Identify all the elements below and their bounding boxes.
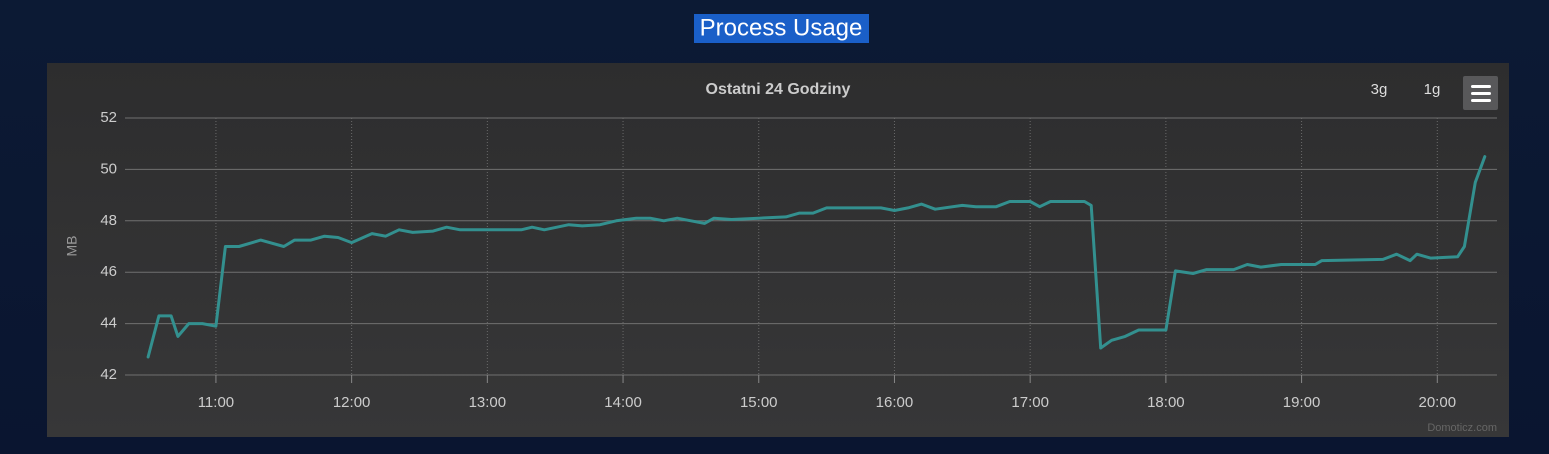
title-highlight (694, 14, 869, 43)
y-tick-label: 52 (100, 109, 117, 126)
x-tick-label: 17:00 (1011, 394, 1049, 411)
menu-bar[interactable] (1471, 99, 1491, 102)
y-tick-label: 48 (100, 212, 117, 229)
data-line (146, 155, 1487, 359)
y-axis-label: MB (64, 236, 80, 257)
x-tick-label: 18:00 (1147, 394, 1185, 411)
x-tick-label: 15:00 (740, 394, 778, 411)
x-tick-label: 13:00 (469, 394, 507, 411)
y-tick-label: 46 (100, 263, 117, 280)
chart-panel (47, 63, 1509, 437)
x-tick-label: 14:00 (604, 394, 642, 411)
y-tick-label: 42 (100, 366, 117, 383)
zoom-button[interactable]: 3g (1371, 81, 1388, 98)
credits: Domoticz.com (1427, 422, 1497, 434)
y-tick-label: 50 (100, 160, 117, 177)
x-tick-label: 16:00 (876, 394, 914, 411)
menu-button[interactable] (1463, 76, 1498, 110)
menu-bar[interactable] (1471, 85, 1491, 88)
chart-title: Ostatni 24 Godziny (706, 81, 851, 98)
x-tick-label: 12:00 (333, 394, 371, 411)
y-tick-label: 44 (100, 315, 117, 332)
x-tick-label: 19:00 (1283, 394, 1321, 411)
page-title: Process Usage (700, 14, 863, 41)
menu-bar[interactable] (1471, 92, 1491, 95)
zoom-button[interactable]: 1g (1424, 81, 1441, 98)
x-tick-label: 20:00 (1419, 394, 1457, 411)
x-tick-label: 11:00 (198, 394, 234, 411)
